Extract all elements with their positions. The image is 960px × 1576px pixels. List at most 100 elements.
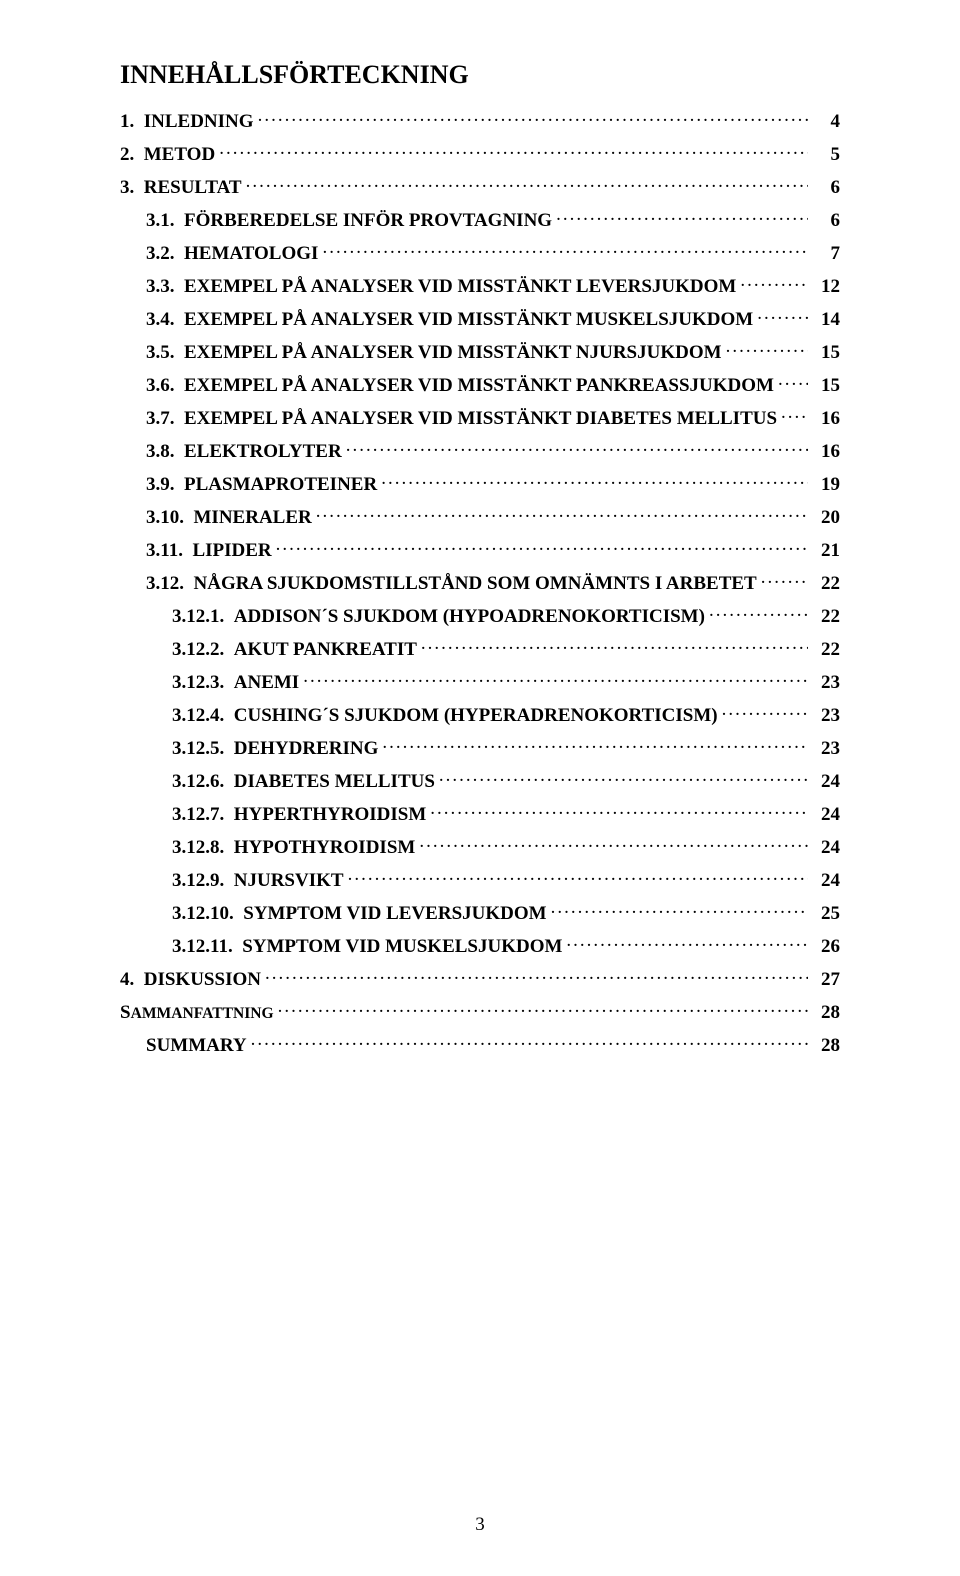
toc-container: 1. INLEDNING 4 2. METOD5 3. RESULTAT6 3.1. F…: [120, 108, 840, 1057]
toc-number: 3.10.: [146, 507, 194, 529]
toc-label: EXEMPEL PÅ ANALYSER VID MISSTÄNKT PANKRE…: [184, 375, 774, 397]
toc-page: 23: [812, 705, 840, 727]
page-title: INNEHÅLLSFÖRTECKNING: [120, 60, 840, 90]
toc-number: 3.12.9.: [172, 870, 234, 892]
toc-number: 3.5.: [146, 342, 184, 364]
toc-label: CUSHING´S SJUKDOM (HYPERADRENOKORTICISM): [234, 705, 718, 727]
toc-label: EXEMPEL PÅ ANALYSER VID MISSTÄNKT LEVERS…: [184, 276, 736, 298]
toc-page: 24: [812, 837, 840, 859]
toc-number: 3.12.3.: [172, 672, 234, 694]
toc-entry: 2. METOD5: [120, 141, 840, 166]
toc-page: 27: [812, 969, 840, 991]
toc-number: 3.: [120, 177, 144, 199]
toc-label: MINERALER: [194, 507, 312, 529]
toc-number: 3.12.10.: [172, 903, 243, 925]
toc-leader: [726, 339, 808, 358]
toc-entry: 3.12.10. SYMPTOM VID LEVERSJUKDOM 25: [172, 900, 840, 925]
toc-entry: 3.1. FÖRBEREDELSE INFÖR PROVTAGNING6: [146, 207, 840, 232]
toc-entry: 3.12. NÅGRA SJUKDOMSTILLSTÅND SOM OMNÄMN…: [146, 570, 840, 595]
toc-leader: [276, 537, 808, 556]
toc-page: 4: [812, 111, 840, 133]
toc-entry: 1. INLEDNING 4: [120, 108, 840, 133]
toc-entry: 3. RESULTAT6: [120, 174, 840, 199]
toc-page: 19: [812, 474, 840, 496]
toc-label: SYMPTOM VID LEVERSJUKDOM: [243, 903, 546, 925]
toc-leader: [381, 471, 808, 490]
toc-number: 3.12.6.: [172, 771, 234, 793]
toc-number: 3.8.: [146, 441, 184, 463]
toc-entry: 3.11. LIPIDER 21: [146, 537, 840, 562]
toc-leader: [316, 504, 808, 523]
toc-label: HYPERTHYROIDISM: [234, 804, 427, 826]
toc-number: 3.9.: [146, 474, 184, 496]
toc-entry: 3.12.1. ADDISON´S SJUKDOM (HYPOADRENOKOR…: [172, 603, 840, 628]
toc-entry: 3.8. ELEKTROLYTER 16: [146, 438, 840, 463]
toc-number: 3.12.: [146, 573, 194, 595]
toc-leader: [348, 867, 808, 886]
toc-leader: [566, 933, 808, 952]
toc-number: 3.12.4.: [172, 705, 234, 727]
toc-page: 16: [812, 408, 840, 430]
toc-entry: 3.12.5. DEHYDRERING23: [172, 735, 840, 760]
toc-label: EXEMPEL PÅ ANALYSER VID MISSTÄNKT DIABET…: [184, 408, 777, 430]
toc-page: 24: [812, 870, 840, 892]
toc-leader: [439, 768, 808, 787]
toc-entry: 3.4. EXEMPEL PÅ ANALYSER VID MISSTÄNKT M…: [146, 306, 840, 331]
toc-entry: 3.7. EXEMPEL PÅ ANALYSER VID MISSTÄNKT D…: [146, 405, 840, 430]
toc-entry: 3.12.2. AKUT PANKREATIT22: [172, 636, 840, 661]
toc-leader: [346, 438, 808, 457]
toc-leader: [551, 900, 808, 919]
toc-page: 15: [812, 375, 840, 397]
toc-number: 1.: [120, 111, 144, 133]
toc-page: 21: [812, 540, 840, 562]
toc-label: ELEKTROLYTER: [184, 441, 342, 463]
toc-number: 4.: [120, 969, 144, 991]
toc-label: FÖRBEREDELSE INFÖR PROVTAGNING: [184, 210, 552, 232]
toc-label: LIPIDER: [192, 540, 271, 562]
toc-leader: [722, 702, 808, 721]
toc-entry: 3.12.9. NJURSVIKT24: [172, 867, 840, 892]
toc-number: 3.4.: [146, 309, 184, 331]
toc-number: 2.: [120, 144, 144, 166]
toc-number: 3.3.: [146, 276, 184, 298]
toc-leader: [781, 405, 808, 424]
toc-entry: 3.12.8. HYPOTHYROIDISM24: [172, 834, 840, 859]
toc-entry: SUMMARY28: [146, 1032, 840, 1057]
toc-number: 3.12.2.: [172, 639, 234, 661]
toc-label: ADDISON´S SJUKDOM (HYPOADRENOKORTICISM): [234, 606, 705, 628]
toc-entry: 3.12.3. ANEMI23: [172, 669, 840, 694]
toc-number: 3.6.: [146, 375, 184, 397]
toc-page: 28: [812, 1035, 840, 1057]
toc-leader: [556, 207, 808, 226]
toc-label: PLASMAPROTEINER: [184, 474, 377, 496]
toc-label: AKUT PANKREATIT: [234, 639, 417, 661]
toc-entry: 3.12.6. DIABETES MELLITUS24: [172, 768, 840, 793]
toc-number: 3.12.1.: [172, 606, 234, 628]
toc-leader: [709, 603, 808, 622]
toc-number: 3.12.11.: [172, 936, 242, 958]
toc-page: 12: [812, 276, 840, 298]
toc-leader: [382, 735, 808, 754]
toc-entry: 3.12.7. HYPERTHYROIDISM24: [172, 801, 840, 826]
toc-leader: [278, 999, 808, 1018]
toc-leader: [322, 240, 808, 259]
toc-page: 22: [812, 606, 840, 628]
toc-number: 3.11.: [146, 540, 192, 562]
toc-leader: [303, 669, 808, 688]
toc-entry: 3.12.4. CUSHING´S SJUKDOM (HYPERADRENOKO…: [172, 702, 840, 727]
toc-label: EXEMPEL PÅ ANALYSER VID MISSTÄNKT NJURSJ…: [184, 342, 722, 364]
toc-number: 3.2.: [146, 243, 184, 265]
toc-leader: [757, 306, 808, 325]
toc-page: 25: [812, 903, 840, 925]
toc-page: 16: [812, 441, 840, 463]
toc-leader: [265, 966, 808, 985]
toc-leader: [251, 1032, 808, 1051]
toc-label: DEHYDRERING: [234, 738, 379, 760]
toc-page: 15: [812, 342, 840, 364]
toc-entry: 3.3. EXEMPEL PÅ ANALYSER VID MISSTÄNKT L…: [146, 273, 840, 298]
toc-number: 3.12.8.: [172, 837, 234, 859]
toc-leader: [258, 108, 808, 127]
toc-label: INLEDNING: [144, 111, 254, 133]
toc-entry: 3.12.11. SYMPTOM VID MUSKELSJUKDOM26: [172, 933, 840, 958]
toc-label: SYMPTOM VID MUSKELSJUKDOM: [242, 936, 562, 958]
